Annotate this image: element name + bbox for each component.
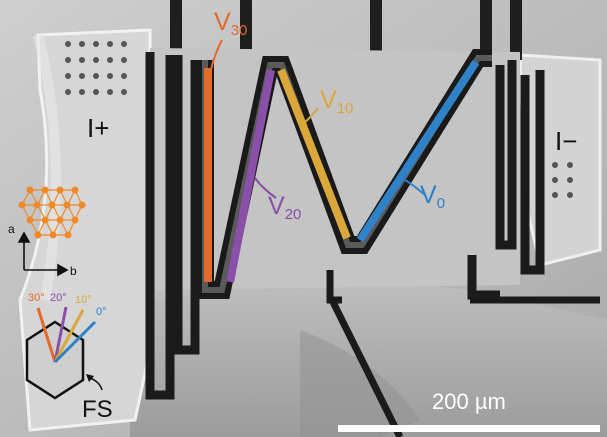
axis-a-label: a: [8, 222, 15, 236]
v30-label: V30: [214, 8, 248, 39]
v20-label-main: V: [268, 192, 285, 220]
v10-label-main: V: [320, 86, 337, 114]
v0-bar: [356, 59, 480, 243]
axis-b-label: b: [70, 264, 77, 278]
i-plus-label: I+: [87, 113, 110, 143]
v20-label: V20: [268, 192, 302, 223]
angle-0-label: 0°: [96, 306, 107, 318]
v0-label-main: V: [420, 181, 437, 209]
angle-10-label: 10°: [75, 294, 92, 306]
v20-bar: [226, 69, 275, 283]
v0-label-sub: 0: [436, 195, 446, 212]
scale-bar: [338, 425, 600, 432]
scale-bar-label: 200 µm: [432, 389, 506, 414]
v10-bar: [277, 68, 351, 240]
crystal-axes: [17, 231, 69, 277]
lattice-schematic: [18, 186, 86, 239]
i-minus-label: I−: [555, 126, 578, 156]
angle-20-label: 20°: [50, 292, 67, 304]
v10-label: V10: [320, 86, 354, 117]
angle-30-label: 30°: [28, 292, 45, 304]
v30-label-sub: 30: [230, 22, 248, 39]
pad-holes-right: [552, 162, 573, 198]
v30-label-main: V: [214, 8, 231, 36]
v10-label-sub: 10: [336, 100, 354, 117]
fs-label: FS: [82, 396, 113, 423]
v0-label: V0: [420, 181, 446, 212]
pad-holes-left: [65, 41, 127, 95]
v20-label-sub: 20: [284, 206, 302, 223]
fs-hexagon: [25, 306, 103, 400]
